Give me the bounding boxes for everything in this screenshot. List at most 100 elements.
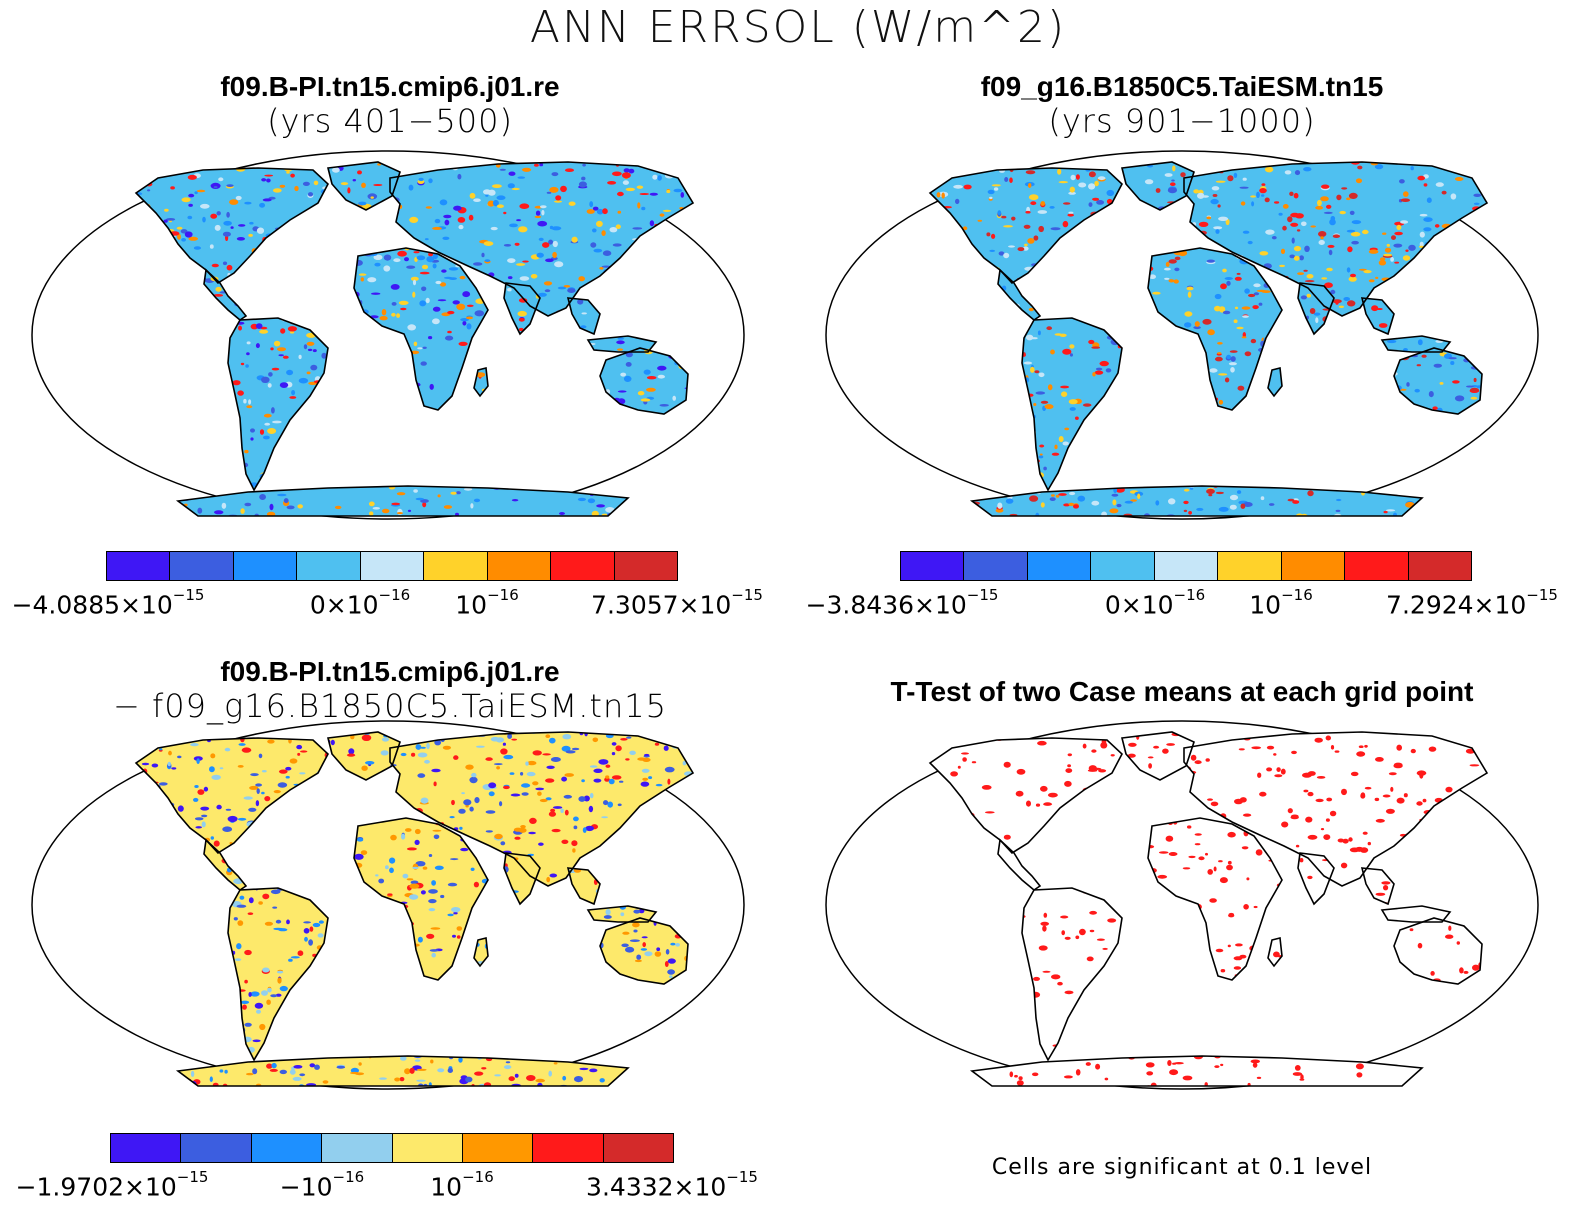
coastline-north-america <box>928 167 1123 285</box>
panel3-map <box>31 720 745 1090</box>
coastline-greenland <box>1121 161 1195 211</box>
colorbar-segment <box>233 552 298 580</box>
panel3-label-max: 3.4332×10−15 <box>586 1168 758 1202</box>
panel2-map <box>825 150 1539 520</box>
panel1-map <box>31 150 745 520</box>
panel2-label-min: −3.8436×10−15 <box>805 586 999 620</box>
colorbar-segment <box>1027 552 1092 580</box>
panel3-colorbar <box>110 1133 674 1163</box>
coastline-south-america <box>1021 887 1123 1062</box>
colorbar-segment <box>551 552 615 580</box>
panel4-map <box>825 720 1539 1090</box>
coastline-madagascar <box>1267 367 1283 398</box>
panel1-label-pos: 10−16 <box>455 586 519 620</box>
coastline-central-america <box>203 838 248 891</box>
coastline-south-america <box>227 887 329 1062</box>
panel3-title: f09.B-PI.tn15.cmip6.j01.re − f09_g16.B18… <box>30 655 750 723</box>
panel3-case-a: f09.B-PI.tn15.cmip6.j01.re <box>220 656 560 687</box>
coastline-greenland <box>1121 731 1195 781</box>
coastline-se-asia <box>1360 867 1395 906</box>
coastline-africa <box>1147 817 1283 981</box>
colorbar-segment <box>1408 552 1471 580</box>
coastline-australia <box>599 917 689 985</box>
panel2-case-name: f09_g16.B1850C5.TaiESM.tn15 <box>980 71 1384 102</box>
coastline-indonesia <box>1380 335 1452 353</box>
coastline-north-america <box>134 737 329 855</box>
panel2-label-pos: 10−16 <box>1249 586 1313 620</box>
panel2-title: f09_g16.B1850C5.TaiESM.tn15 (yrs 901−100… <box>822 70 1542 138</box>
panel1-title: f09.B-PI.tn15.cmip6.j01.re (yrs 401−500) <box>30 70 750 138</box>
colorbar-segment <box>462 1134 534 1162</box>
colorbar-segment <box>170 552 234 580</box>
coastline-north-america <box>134 167 329 285</box>
coastline-australia <box>1393 917 1483 985</box>
coastline-india <box>1297 282 1335 336</box>
panel3-label-min: −1.9702×10−15 <box>15 1168 209 1202</box>
colorbar-segment <box>181 1134 252 1162</box>
colorbar-segment <box>1154 552 1219 580</box>
colorbar-segment <box>533 1134 604 1162</box>
panel2-label-zero: 0×10−16 <box>1104 586 1206 620</box>
colorbar-segment <box>1218 552 1282 580</box>
coastline-australia <box>1393 347 1483 415</box>
coastline-madagascar <box>473 937 489 968</box>
panel1-label-min: −4.0885×10−15 <box>11 586 205 620</box>
coastline-indonesia <box>586 905 658 923</box>
colorbar-segment <box>603 1134 673 1162</box>
panel2-colorbar <box>900 551 1472 581</box>
coastline-central-america <box>997 268 1042 321</box>
coastline-india <box>1297 852 1335 906</box>
colorbar-segment <box>1091 552 1155 580</box>
colorbar-segment <box>901 552 965 580</box>
coastline-australia <box>599 347 689 415</box>
coastline-antarctica <box>175 485 630 517</box>
colorbar-segment <box>107 552 171 580</box>
coastline-greenland <box>327 161 401 211</box>
coastline-central-america <box>203 268 248 321</box>
panel4-ttest-title: T-Test of two Case means at each grid po… <box>890 676 1474 707</box>
colorbar-segment <box>1281 552 1346 580</box>
panel1-case-name: f09.B-PI.tn15.cmip6.j01.re <box>220 71 560 102</box>
colorbar-segment <box>964 552 1028 580</box>
panel1-years: (yrs 401−500) <box>267 102 513 140</box>
colorbar-segment <box>614 552 677 580</box>
panel4-significance-note: Cells are significant at 0.1 level <box>991 1155 1373 1180</box>
colorbar-segment <box>251 1134 323 1162</box>
coastline-antarctica <box>969 485 1424 517</box>
colorbar-segment <box>111 1134 182 1162</box>
coastline-india <box>503 282 541 336</box>
coastline-africa <box>353 247 489 411</box>
coastline-indonesia <box>586 335 658 353</box>
panel1-label-zero: 0×10−16 <box>309 586 411 620</box>
coastline-central-america <box>997 838 1042 891</box>
panel3-label-neg: −10−16 <box>279 1168 365 1202</box>
coastline-madagascar <box>1267 937 1283 968</box>
coastline-madagascar <box>473 367 489 398</box>
coastline-antarctica <box>175 1055 630 1087</box>
colorbar-segment <box>487 552 552 580</box>
colorbar-segment <box>322 1134 393 1162</box>
panel1-label-max: 7.3057×10−15 <box>591 586 763 620</box>
coastline-greenland <box>327 731 401 781</box>
coastline-north-america <box>928 737 1123 855</box>
panel3-label-pos: 10−16 <box>430 1168 494 1202</box>
panel1-colorbar <box>106 551 678 581</box>
panel4-title: T-Test of two Case means at each grid po… <box>822 675 1542 709</box>
coastline-indonesia <box>1380 905 1452 923</box>
figure-title: ANN ERRSOL (W/m^2) <box>529 2 1067 53</box>
colorbar-segment <box>392 1134 463 1162</box>
coastline-africa <box>353 817 489 981</box>
colorbar-segment <box>1345 552 1409 580</box>
coastline-africa <box>1147 247 1283 411</box>
coastline-india <box>503 852 541 906</box>
coastline-south-america <box>1021 317 1123 492</box>
coastline-antarctica <box>969 1055 1424 1087</box>
coastline-se-asia <box>1360 297 1395 336</box>
coastline-se-asia <box>566 867 601 906</box>
panel2-years: (yrs 901−1000) <box>1048 102 1316 140</box>
coastline-se-asia <box>566 297 601 336</box>
colorbar-segment <box>297 552 361 580</box>
panel3-case-b: − f09_g16.B1850C5.TaiESM.tn15 <box>113 687 667 725</box>
colorbar-segment <box>424 552 488 580</box>
colorbar-segment <box>360 552 425 580</box>
